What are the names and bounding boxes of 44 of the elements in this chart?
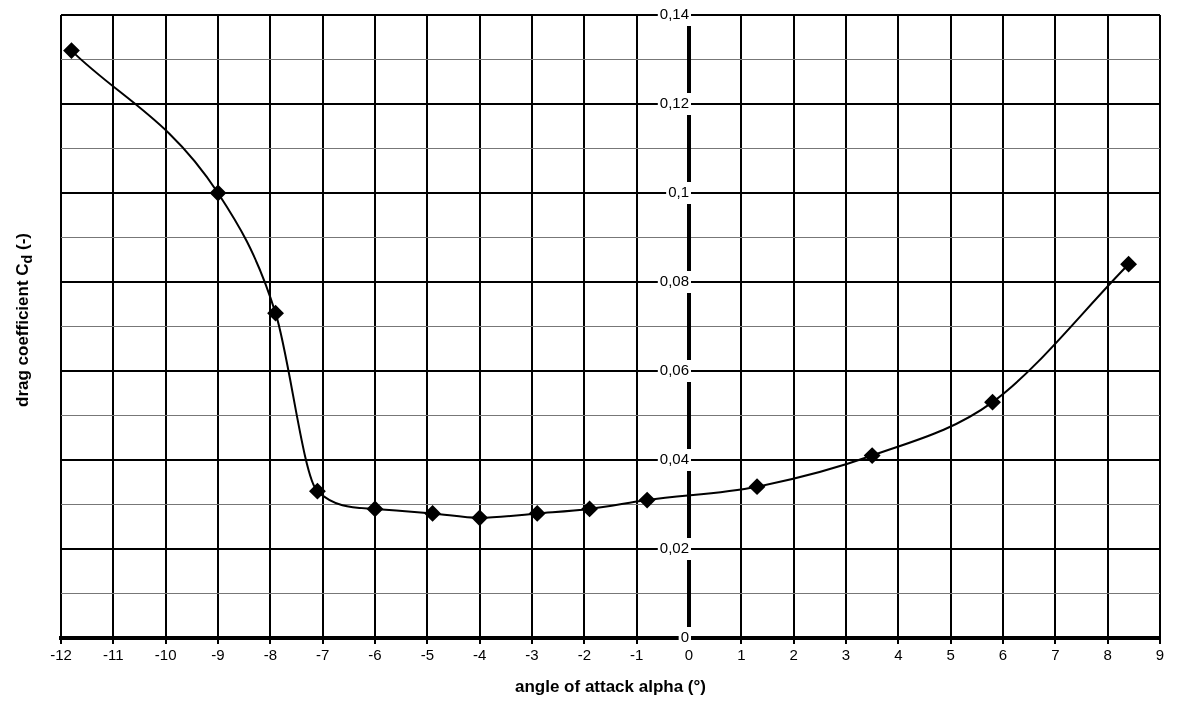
x-tick-label: 8 [1103, 646, 1112, 664]
x-tick-label: 7 [1051, 646, 1060, 664]
y-tick-label: 0 [680, 628, 689, 646]
x-tick-label: -3 [525, 646, 539, 664]
y-tick-label: 0,1 [668, 183, 689, 201]
point [639, 492, 656, 509]
point [471, 509, 488, 526]
x-tick-label: -4 [472, 646, 487, 664]
point [529, 505, 546, 522]
y-tick-label: 0,08 [659, 272, 689, 290]
x-axis-title: angle of attack alpha (°) [514, 677, 707, 697]
x-tick-label: -5 [420, 646, 435, 664]
point [1120, 256, 1137, 273]
x-tick-label: -7 [315, 646, 330, 664]
point [63, 42, 80, 59]
point [367, 500, 383, 517]
x-tick-label: 1 [737, 646, 746, 664]
y-tick-label: 0,06 [659, 361, 689, 379]
point [581, 500, 598, 517]
x-tick-label: -9 [211, 646, 225, 664]
x-tick-label: 6 [998, 646, 1008, 664]
point [749, 478, 766, 495]
x-tick-label: 2 [789, 646, 798, 664]
point [984, 394, 1001, 411]
x-tick-label: 9 [1155, 646, 1165, 664]
point [267, 305, 284, 322]
x-tick-label: 4 [894, 646, 903, 664]
x-tick-label: -2 [577, 646, 592, 664]
point [210, 185, 226, 201]
point [424, 505, 441, 522]
y-tick-label: 0,04 [659, 450, 689, 468]
x-tick-label: 3 [841, 646, 851, 664]
point [309, 483, 326, 500]
x-tick-label: -1 [629, 646, 644, 664]
x-tick-label: -11 [103, 646, 124, 664]
x-tick-label: 5 [946, 646, 955, 664]
x-tick-label: -6 [368, 646, 382, 664]
x-tick-label: -8 [263, 646, 278, 664]
y-tick-label: 0,12 [659, 94, 689, 112]
y-tick-label: 0,02 [659, 539, 689, 557]
x-tick-label: -12 [50, 646, 72, 664]
y-tick-label: 0,14 [659, 5, 689, 23]
x-tick-label: -10 [154, 646, 177, 664]
point [864, 447, 881, 464]
